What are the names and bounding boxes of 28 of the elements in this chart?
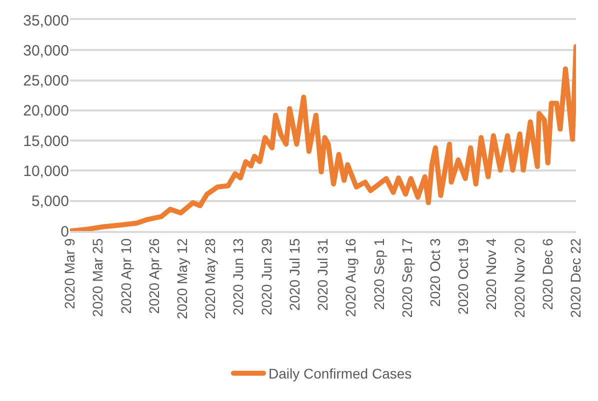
x-tick-label: 2020 Sep 17 xyxy=(398,238,415,318)
y-tick-label: 15,000 xyxy=(23,132,69,150)
x-tick-label: 2020 Mar 25 xyxy=(90,238,106,317)
x-tick-label: 2020 Jul 15 xyxy=(286,238,302,311)
x-tick-label: 2020 Dec 6 xyxy=(539,238,556,310)
x-tick-label: 2020 Nov 20 xyxy=(511,238,528,318)
x-tick-label: 2020 May 12 xyxy=(174,238,190,320)
y-tick-label: 0 xyxy=(60,223,69,240)
y-tick-label: 35,000 xyxy=(23,12,69,30)
y-tick-label: 30,000 xyxy=(23,42,69,60)
x-tick-label: 2020 Sep 1 xyxy=(370,238,387,310)
x-tick-label: 2020 Aug 16 xyxy=(342,238,359,317)
x-tick-label: 2020 Apr 10 xyxy=(118,238,134,314)
y-tick-label: 10,000 xyxy=(23,162,69,180)
y-tick-label: 25,000 xyxy=(23,72,69,90)
x-tick-label: 2020 Jun 29 xyxy=(258,238,274,316)
x-tick-label: 2020 Nov 4 xyxy=(483,238,500,310)
x-tick-label: 2020 Mar 9 xyxy=(62,238,78,310)
x-tick-label: 2020 Apr 26 xyxy=(146,238,162,314)
x-tick-label: 2020 May 28 xyxy=(202,238,218,320)
y-tick-label: 5,000 xyxy=(31,193,69,210)
x-tick-label: 2020 Jul 31 xyxy=(314,238,331,311)
y-tick-label: 20,000 xyxy=(23,102,69,120)
x-tick-label: 2020 Oct 3 xyxy=(426,238,443,307)
legend-label: Daily Confirmed Cases xyxy=(268,366,412,382)
x-tick-label: 2020 Dec 22 xyxy=(568,238,584,318)
x-tick-label: 2020 Jun 13 xyxy=(230,238,246,316)
x-tick-label: 2020 Oct 19 xyxy=(455,238,472,315)
